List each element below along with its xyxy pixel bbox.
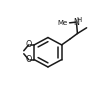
Text: O: O: [26, 40, 32, 49]
Text: O: O: [26, 55, 32, 64]
Text: N: N: [73, 18, 79, 27]
Text: Me: Me: [57, 20, 67, 26]
Text: H: H: [76, 17, 82, 23]
